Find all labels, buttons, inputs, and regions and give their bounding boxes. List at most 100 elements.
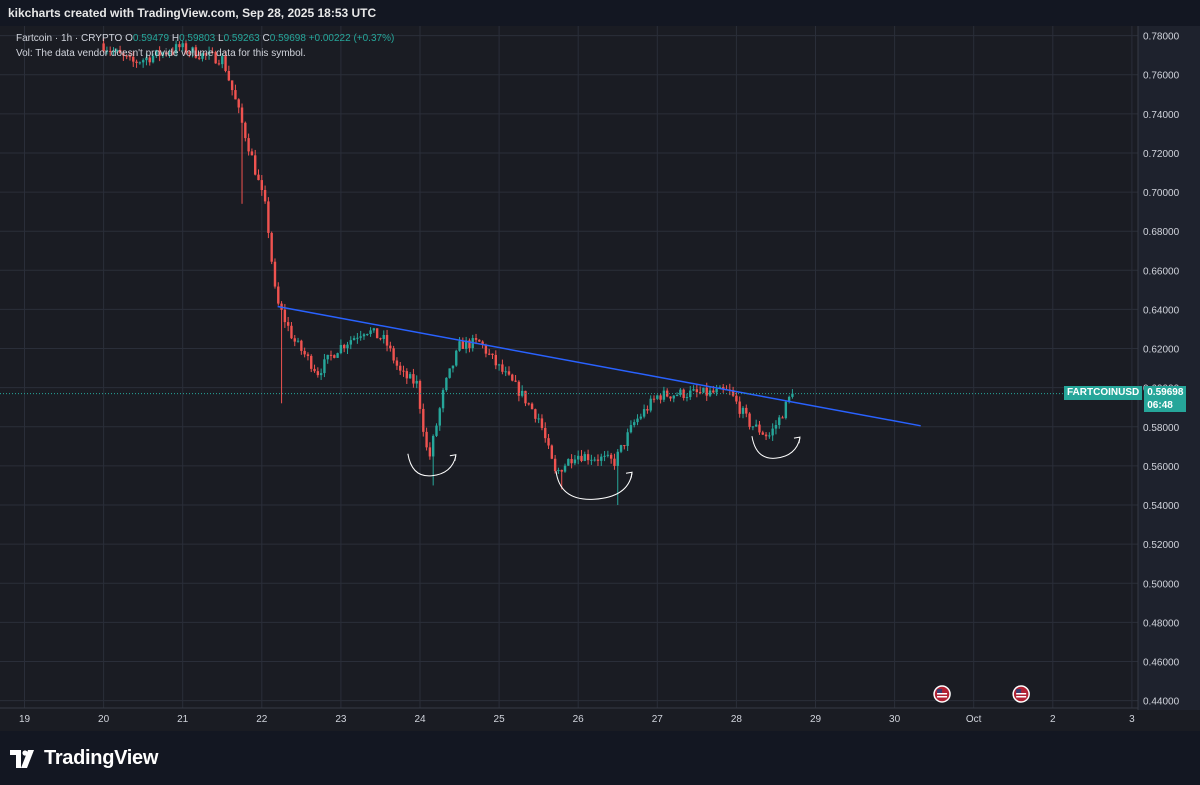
candle-body — [609, 454, 613, 459]
x-tick-label: 28 — [731, 714, 743, 725]
candle-body — [600, 456, 603, 461]
candle-body — [118, 49, 122, 54]
curved-arrow-annotation[interactable] — [407, 453, 457, 477]
candle-body — [122, 53, 125, 56]
x-tick-label: 23 — [335, 714, 347, 725]
candle-body — [379, 338, 382, 340]
candle-body — [484, 344, 488, 354]
candle-body — [303, 350, 306, 355]
candle-body — [613, 458, 616, 466]
curved-arrow-annotation[interactable] — [751, 436, 801, 459]
candle-body — [375, 328, 379, 339]
candle-body — [356, 337, 359, 339]
candle-body — [112, 51, 115, 53]
candle-body — [158, 50, 161, 56]
y-tick-label: 0.76000 — [1143, 71, 1180, 82]
candle-body — [408, 374, 412, 379]
descending-trendline[interactable] — [277, 305, 921, 427]
candle-body — [672, 395, 675, 399]
candle-body — [603, 455, 606, 457]
y-tick-label: 0.78000 — [1143, 32, 1180, 43]
high-value: 0.59803 — [179, 33, 216, 44]
candle-body — [563, 465, 567, 472]
candle-body — [715, 388, 718, 393]
candle-body — [461, 341, 465, 349]
open-value: 0.59479 — [132, 33, 170, 44]
candle-body — [675, 395, 679, 397]
candle-body — [580, 455, 583, 461]
candle-body — [148, 57, 151, 63]
candle-body — [735, 395, 738, 402]
low-value: 0.59263 — [223, 33, 260, 44]
candle-body — [267, 201, 270, 233]
candle-body — [221, 56, 224, 65]
candle-body — [507, 371, 511, 375]
candle-body — [656, 395, 659, 399]
candle-body — [639, 416, 643, 419]
candle-body — [494, 354, 498, 366]
candle-body — [445, 377, 448, 391]
arrow-head — [449, 454, 457, 461]
candle-body — [326, 354, 329, 360]
y-tick-label: 0.52000 — [1143, 540, 1180, 551]
candle-body — [708, 390, 712, 396]
candle-body — [296, 340, 300, 342]
candle-body — [273, 261, 277, 287]
candle-body — [616, 451, 619, 466]
candle-body — [550, 445, 554, 459]
candle-body — [754, 424, 758, 427]
candle-body — [751, 426, 755, 428]
candle-body — [474, 338, 478, 340]
x-tick-label: 26 — [573, 714, 585, 725]
y-tick-label: 0.44000 — [1143, 697, 1180, 708]
candle-body — [567, 459, 570, 466]
candle-body — [247, 138, 250, 152]
candle-body — [626, 432, 629, 447]
price-box: 0.59698 06:48 — [1144, 386, 1187, 412]
candle-body — [128, 56, 132, 58]
candle-body — [455, 350, 458, 366]
candle-body — [412, 374, 415, 384]
candle-body — [270, 232, 273, 262]
candle-body — [165, 52, 168, 55]
candle-body — [544, 427, 547, 439]
candle-body — [125, 55, 128, 57]
candle-body — [204, 53, 207, 55]
flag-stripe — [937, 693, 948, 695]
candle-body — [366, 334, 369, 336]
y-tick-label: 0.56000 — [1143, 462, 1180, 473]
tradingview-logo[interactable]: TradingView — [10, 747, 158, 770]
candle-body — [590, 459, 593, 461]
candle-body — [606, 454, 610, 456]
tradingview-brand: TradingView — [44, 747, 159, 769]
candle-body — [240, 107, 244, 123]
candle-body — [722, 387, 725, 390]
x-tick-label: 20 — [98, 714, 110, 725]
price-axis-pane — [1138, 26, 1200, 710]
candle-body — [336, 353, 339, 358]
candle-body — [504, 371, 507, 373]
candle-body — [168, 52, 171, 55]
candle-body — [781, 417, 784, 419]
candle-body — [778, 417, 781, 426]
candle-body — [761, 432, 764, 435]
close-label: C — [262, 33, 270, 44]
candle-body — [791, 393, 794, 397]
candle-body — [174, 44, 178, 53]
candle-body — [382, 334, 385, 339]
curved-arrow-annotation[interactable] — [555, 471, 633, 500]
candle-body — [534, 409, 537, 419]
candle-body — [399, 365, 402, 371]
change-value: +0.00222 (+0.37%) — [308, 33, 395, 44]
candle-body — [517, 381, 521, 396]
candle-body — [277, 286, 280, 304]
candle-body — [197, 57, 201, 59]
high-label: H — [171, 33, 180, 44]
candle-body — [105, 50, 109, 52]
candle-body — [316, 371, 320, 376]
symbol-info: Fartcoin · 1h · CRYPTO O — [16, 33, 133, 44]
candle-body — [731, 390, 735, 396]
candle-body — [359, 336, 362, 338]
y-tick-label: 0.48000 — [1143, 618, 1180, 629]
